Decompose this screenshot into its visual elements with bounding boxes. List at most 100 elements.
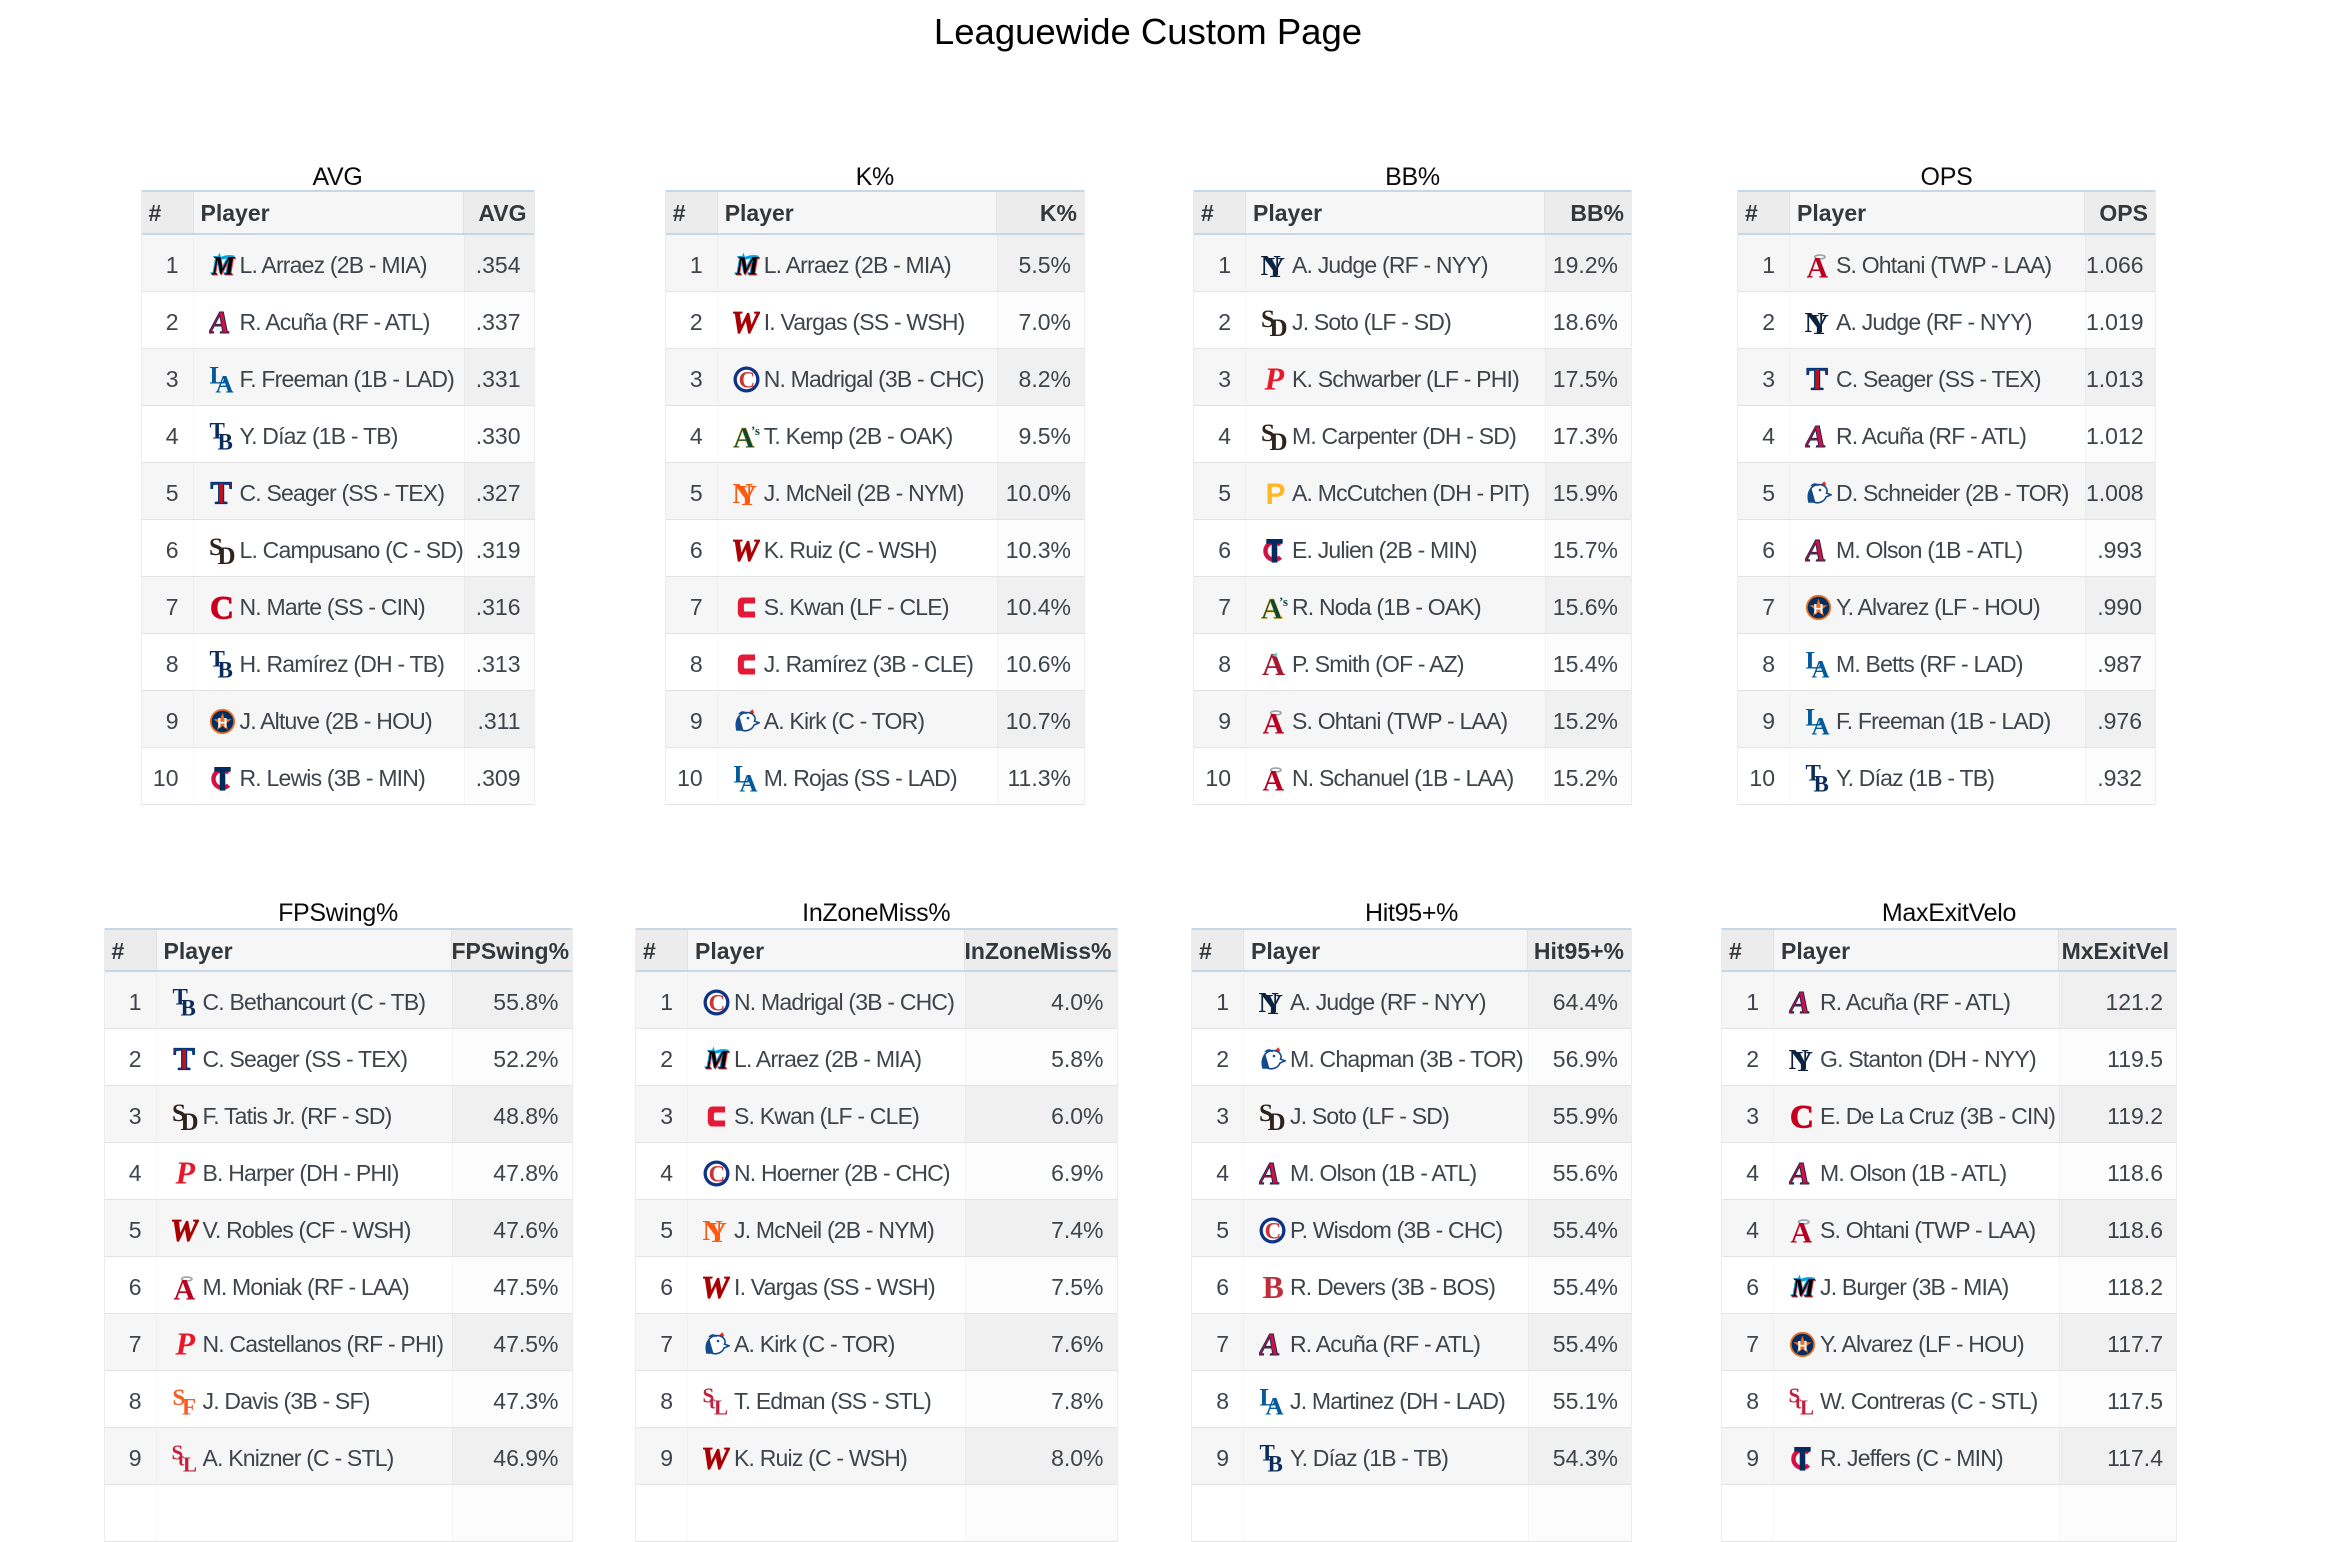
svg-text:M: M	[209, 252, 234, 279]
svg-text:Y: Y	[1265, 252, 1285, 278]
svg-text:M: M	[1791, 1274, 1816, 1301]
svg-text:P: P	[174, 1331, 195, 1358]
svg-text:N: N	[1805, 309, 1825, 336]
svg-text:T: T	[173, 1046, 194, 1073]
svg-text:A: A	[1263, 765, 1285, 792]
svg-text:D: D	[1268, 1109, 1286, 1130]
svg-text:C: C	[1265, 1219, 1282, 1244]
svg-text:M: M	[705, 1046, 730, 1073]
svg-text:S: S	[703, 1388, 714, 1408]
svg-text:A: A	[1805, 423, 1826, 450]
svg-text:D: D	[180, 1109, 198, 1130]
svg-text:L: L	[1800, 1396, 1814, 1416]
svg-text:A: A	[1812, 656, 1830, 678]
svg-text:S: S	[1261, 309, 1275, 333]
svg-text:W: W	[703, 1445, 730, 1472]
svg-text:C: C	[709, 991, 726, 1016]
svg-text:L: L	[183, 1453, 197, 1473]
svg-text:S: S	[172, 1103, 186, 1127]
svg-text:B: B	[180, 996, 195, 1017]
svg-text:A: A	[1812, 713, 1830, 735]
svg-text:t: t	[1795, 1393, 1802, 1414]
svg-text:C: C	[1790, 1103, 1814, 1130]
svg-text:A: A	[1807, 252, 1829, 279]
svg-text:A: A	[215, 371, 233, 393]
svg-text:A: A	[1789, 1160, 1810, 1187]
svg-text:B: B	[1263, 1274, 1284, 1301]
svg-text:H: H	[1813, 600, 1823, 616]
svg-text:P: P	[174, 1160, 195, 1187]
svg-text:N: N	[733, 480, 753, 507]
svg-text:C: C	[210, 594, 234, 621]
svg-text:C: C	[709, 1162, 726, 1187]
svg-text:H: H	[217, 714, 227, 730]
svg-text:Y: Y	[736, 480, 756, 506]
svg-text:L: L	[209, 366, 226, 390]
svg-text:W: W	[703, 1274, 730, 1301]
svg-text:’s: ’s	[1279, 594, 1288, 609]
svg-text:S: S	[1789, 1388, 1800, 1408]
svg-text:M: M	[1791, 1274, 1816, 1301]
svg-text:N: N	[1789, 1046, 1809, 1073]
svg-text:A: A	[1259, 1160, 1280, 1187]
svg-text:L: L	[733, 765, 750, 789]
svg-text:A: A	[1266, 1394, 1284, 1416]
svg-text:S: S	[172, 1445, 183, 1465]
svg-text:Y: Y	[707, 1218, 727, 1244]
svg-text:L: L	[1806, 651, 1823, 675]
svg-text:N: N	[703, 1217, 723, 1244]
svg-text:T: T	[1806, 765, 1821, 786]
svg-text:M: M	[1790, 1274, 1815, 1301]
svg-text:A: A	[1261, 594, 1283, 621]
svg-text:B: B	[217, 657, 232, 678]
svg-text:C: C	[738, 367, 755, 392]
svg-text:T: T	[1807, 366, 1828, 393]
svg-text:T: T	[1260, 1445, 1275, 1466]
svg-text:P: P	[1264, 366, 1285, 393]
svg-text:A: A	[733, 423, 755, 450]
svg-text:A: A	[173, 1274, 195, 1301]
svg-text:M: M	[211, 252, 236, 279]
svg-text:P: P	[1266, 480, 1286, 507]
svg-text:A: A	[1263, 708, 1285, 735]
svg-text:t: t	[709, 1393, 716, 1414]
svg-text:H: H	[1797, 1338, 1807, 1354]
svg-text:B: B	[1268, 1452, 1283, 1473]
svg-text:D: D	[1270, 314, 1288, 335]
svg-text:W: W	[172, 1217, 199, 1244]
svg-text:M: M	[705, 1046, 730, 1073]
svg-text:N: N	[1259, 989, 1279, 1016]
svg-text:T: T	[209, 423, 224, 444]
svg-text:M: M	[210, 252, 235, 279]
svg-text:T: T	[209, 651, 224, 672]
svg-text:A: A	[1791, 1217, 1813, 1244]
svg-text:D: D	[217, 542, 235, 563]
svg-text:’s: ’s	[751, 423, 760, 438]
svg-text:M: M	[704, 1046, 729, 1073]
svg-text:S: S	[209, 537, 223, 561]
svg-text:T: T	[172, 989, 187, 1010]
svg-text:Y: Y	[1809, 309, 1829, 335]
svg-text:L: L	[714, 1396, 728, 1416]
svg-text:B: B	[1814, 771, 1829, 792]
svg-text:L: L	[1806, 708, 1823, 732]
svg-text:N: N	[1261, 252, 1281, 279]
svg-text:A: A	[209, 309, 230, 336]
svg-text:A: A	[1805, 537, 1826, 564]
svg-text:S: S	[172, 1388, 185, 1410]
svg-text:W: W	[733, 537, 760, 564]
svg-text:A: A	[1259, 1331, 1280, 1358]
svg-text:A: A	[739, 770, 757, 792]
svg-text:M: M	[734, 252, 759, 279]
svg-text:A: A	[1789, 989, 1810, 1016]
svg-text:Y: Y	[1263, 990, 1283, 1016]
svg-text:T: T	[210, 480, 231, 507]
svg-text:D: D	[1270, 428, 1288, 449]
svg-text:A: A	[1262, 651, 1285, 678]
svg-text:t: t	[178, 1450, 185, 1471]
svg-text:M: M	[733, 252, 758, 279]
svg-text:M: M	[735, 252, 760, 279]
svg-text:S: S	[1261, 423, 1275, 447]
svg-text:B: B	[217, 429, 232, 450]
svg-text:S: S	[1259, 1103, 1273, 1127]
